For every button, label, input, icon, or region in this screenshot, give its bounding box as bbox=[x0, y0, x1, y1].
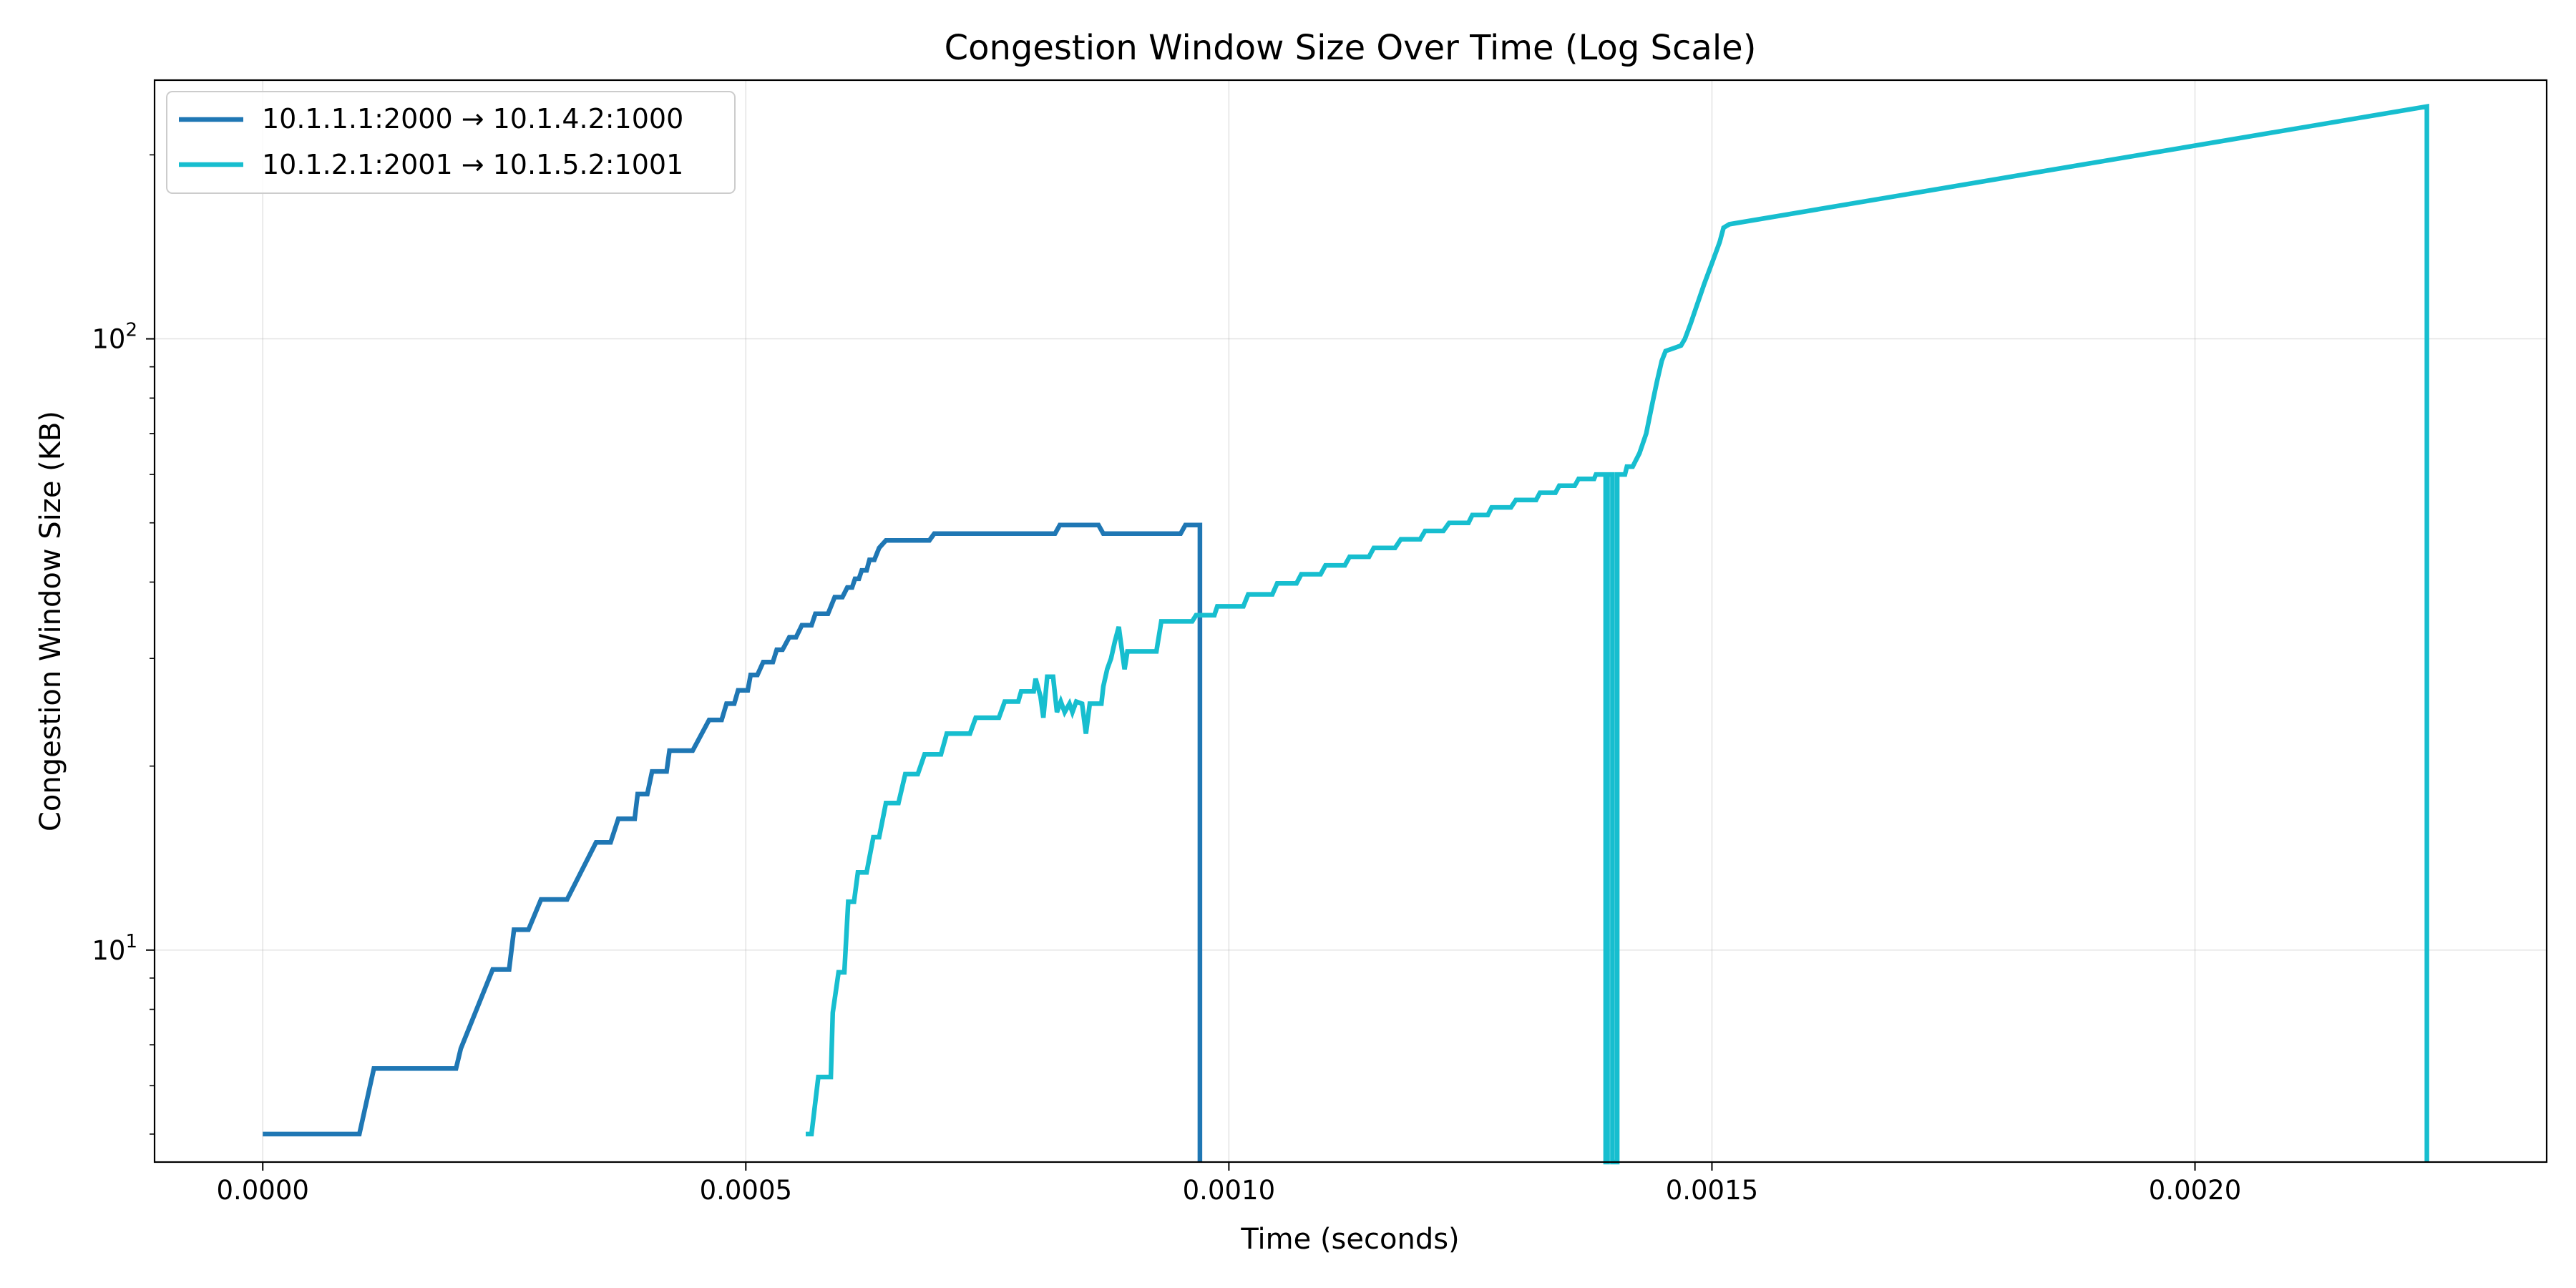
x-tick-label: 0.0000 bbox=[216, 1175, 308, 1206]
x-tick-label: 0.0010 bbox=[1183, 1175, 1275, 1206]
x-tick-label: 0.0015 bbox=[1666, 1175, 1758, 1206]
x-tick-label: 0.0005 bbox=[700, 1175, 792, 1206]
x-tick-label: 0.0020 bbox=[2149, 1175, 2241, 1206]
legend: 10.1.1.1:2000 → 10.1.4.2:1000 10.1.2.1:2… bbox=[166, 91, 736, 194]
chart-title: Congestion Window Size Over Time (Log Sc… bbox=[945, 28, 1757, 68]
series-line-2 bbox=[806, 103, 2429, 1165]
x-axis-label: Time (seconds) bbox=[1240, 1223, 1459, 1256]
y-tick-label: 101 bbox=[92, 931, 137, 966]
y-tick-label: 102 bbox=[92, 320, 137, 355]
legend-label-series-1: 10.1.1.1:2000 → 10.1.4.2:1000 bbox=[262, 103, 683, 135]
legend-box bbox=[166, 91, 736, 194]
series-layer bbox=[263, 103, 2429, 1165]
legend-label-series-2: 10.1.2.1:2001 → 10.1.5.2:1001 bbox=[262, 149, 683, 180]
ticks: 0.0000 0.0005 0.0010 0.0015 0.0020 101 102 bbox=[92, 154, 2241, 1206]
series-line-1 bbox=[263, 522, 1203, 1162]
y-axis-label: Congestion Window Size (KB) bbox=[34, 411, 67, 831]
grid bbox=[155, 80, 2547, 1162]
plot-frame bbox=[153, 79, 2548, 1163]
